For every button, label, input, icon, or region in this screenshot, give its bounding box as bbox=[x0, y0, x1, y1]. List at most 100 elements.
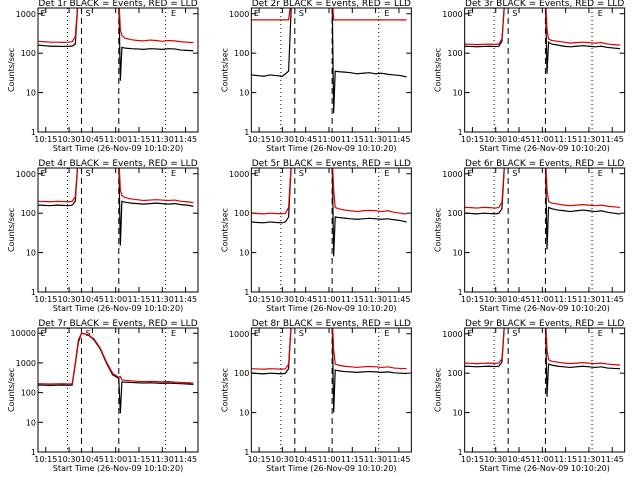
y-tick-label: 100 bbox=[234, 49, 249, 58]
series-line bbox=[464, 328, 621, 366]
plot-frame bbox=[250, 7, 412, 133]
y-axis-title: Counts/sec bbox=[434, 48, 443, 92]
annotation: E bbox=[598, 9, 603, 18]
series-line bbox=[38, 332, 194, 414]
x-tick-label: 11:45 bbox=[174, 135, 197, 144]
plot-frame bbox=[464, 327, 626, 453]
x-tick-label: 11:00 bbox=[104, 135, 127, 144]
series-line bbox=[251, 168, 407, 257]
y-axis-title: Counts/sec bbox=[220, 48, 229, 92]
x-tick-label: 11:00 bbox=[317, 295, 340, 304]
x-tick-label: 10:15 bbox=[34, 295, 57, 304]
panel: Det 9r BLACK = Events, RED = LLD Start Ti… bbox=[434, 319, 626, 473]
panel: Det 3r BLACK = Events, RED = LLD Start Ti… bbox=[434, 0, 626, 153]
y-tick-label: 10 bbox=[452, 89, 462, 98]
y-tick-label: 100 bbox=[447, 209, 462, 218]
x-tick-label: 10:45 bbox=[507, 295, 530, 304]
y-tick-label: 10 bbox=[26, 249, 36, 258]
y-axis-title: Counts/sec bbox=[7, 48, 16, 92]
x-tick-label: 10:15 bbox=[248, 295, 271, 304]
series-line bbox=[38, 168, 194, 204]
annotation: E bbox=[467, 169, 472, 178]
x-tick-label: 11:15 bbox=[341, 135, 364, 144]
x-tick-label: 11:15 bbox=[341, 295, 364, 304]
annotation: E bbox=[254, 169, 259, 178]
x-tick-label: 11:00 bbox=[317, 135, 340, 144]
y-tick-label: 1 bbox=[31, 128, 36, 137]
panel: Det 8r BLACK = Events, RED = LLD Start Ti… bbox=[220, 319, 412, 473]
panel: Det 4r BLACK = Events, RED = LLD Start Ti… bbox=[7, 159, 199, 313]
y-axis-title: Counts/sec bbox=[434, 208, 443, 252]
annotation: E bbox=[41, 169, 46, 178]
x-tick-label: 11:30 bbox=[577, 295, 600, 304]
y-axis-title: Counts/sec bbox=[220, 208, 229, 252]
y-tick-label: 1000 bbox=[229, 330, 249, 339]
series-line bbox=[38, 8, 194, 81]
x-tick-label: 10:30 bbox=[271, 455, 294, 464]
x-tick-label: 11:15 bbox=[127, 455, 150, 464]
x-tick-label: 11:30 bbox=[364, 295, 387, 304]
x-tick-label: 10:45 bbox=[81, 135, 104, 144]
x-axis-title: Start Time (26-Nov-09 10:10:20) bbox=[53, 304, 183, 313]
x-axis-title: Start Time (26-Nov-09 10:10:20) bbox=[53, 144, 183, 153]
x-tick-label: 10:15 bbox=[248, 455, 271, 464]
y-tick-label: 1 bbox=[244, 448, 249, 457]
x-axis-title: Start Time (26-Nov-09 10:10:20) bbox=[479, 144, 609, 153]
series-line bbox=[464, 8, 621, 74]
y-tick-label: 1000 bbox=[442, 10, 462, 19]
series-line bbox=[38, 8, 194, 44]
x-tick-label: 10:45 bbox=[507, 135, 530, 144]
y-tick-label: 1000 bbox=[229, 170, 249, 179]
x-axis-title: Start Time (26-Nov-09 10:10:20) bbox=[53, 464, 183, 473]
y-tick-label: 100 bbox=[21, 209, 36, 218]
x-axis-title: Start Time (26-Nov-09 10:10:20) bbox=[266, 464, 396, 473]
annotation: E bbox=[467, 329, 472, 338]
x-tick-label: 10:45 bbox=[294, 455, 317, 464]
y-tick-label: 1 bbox=[458, 448, 463, 457]
x-tick-label: 11:15 bbox=[554, 295, 577, 304]
y-tick-label: 1 bbox=[31, 448, 36, 457]
y-axis-title: Counts/sec bbox=[220, 368, 229, 412]
x-tick-label: 10:45 bbox=[81, 455, 104, 464]
y-tick-label: 1000 bbox=[16, 359, 36, 368]
y-tick-label: 100 bbox=[21, 389, 36, 398]
panel: Det 2r BLACK = Events, RED = LLD Start Ti… bbox=[220, 0, 412, 153]
annotation: E bbox=[598, 329, 603, 338]
x-axis-title: Start Time (26-Nov-09 10:10:20) bbox=[479, 464, 609, 473]
x-tick-label: 10:15 bbox=[461, 455, 484, 464]
x-tick-label: 10:30 bbox=[484, 295, 507, 304]
annotation: E bbox=[384, 9, 389, 18]
panel: Det 5r BLACK = Events, RED = LLD Start Ti… bbox=[220, 159, 412, 313]
chart-title: Det 6r BLACK = Events, RED = LLD bbox=[465, 159, 624, 169]
y-tick-label: 10 bbox=[452, 249, 462, 258]
annotation: S bbox=[299, 329, 304, 338]
annotation: E bbox=[598, 169, 603, 178]
x-tick-label: 10:15 bbox=[461, 135, 484, 144]
plot-frame bbox=[37, 327, 199, 453]
chart-title: Det 1r BLACK = Events, RED = LLD bbox=[38, 0, 197, 9]
annotation: E bbox=[254, 329, 259, 338]
plot-frame bbox=[250, 167, 412, 293]
y-tick-label: 10 bbox=[239, 249, 249, 258]
x-tick-label: 11:30 bbox=[364, 135, 387, 144]
y-tick-label: 100 bbox=[447, 369, 462, 378]
panel: Det 7r BLACK = Events, RED = LLD Start Ti… bbox=[7, 319, 199, 473]
y-tick-label: 100 bbox=[234, 369, 249, 378]
plot-frame bbox=[250, 327, 412, 453]
series-line bbox=[464, 328, 621, 397]
x-tick-label: 11:00 bbox=[104, 455, 127, 464]
chart-title: Det 5r BLACK = Events, RED = LLD bbox=[252, 159, 411, 169]
x-tick-label: 11:00 bbox=[531, 135, 554, 144]
annotation: E bbox=[384, 329, 389, 338]
y-tick-label: 1000 bbox=[442, 170, 462, 179]
y-tick-label: 100 bbox=[21, 49, 36, 58]
x-tick-label: 11:45 bbox=[601, 295, 624, 304]
x-tick-label: 11:45 bbox=[387, 135, 410, 144]
y-tick-label: 100 bbox=[234, 209, 249, 218]
x-tick-label: 10:15 bbox=[248, 135, 271, 144]
series-line bbox=[251, 8, 407, 21]
x-tick-label: 10:45 bbox=[294, 135, 317, 144]
x-tick-label: 11:30 bbox=[151, 135, 174, 144]
